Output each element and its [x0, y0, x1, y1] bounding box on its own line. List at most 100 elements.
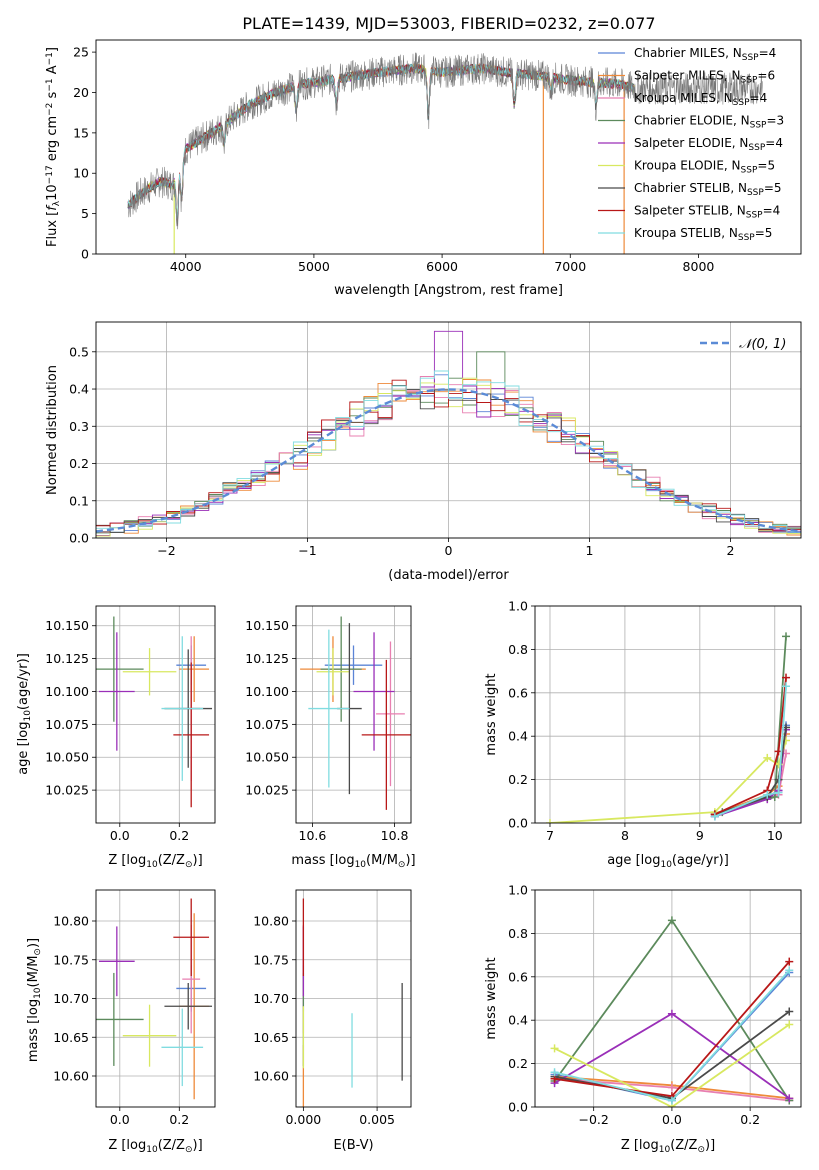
legend-label-part: SSP — [741, 165, 758, 175]
y-tick-label: 10.125 — [45, 651, 89, 666]
legend-label: Kroupa MILES, NSSP=4 — [634, 91, 767, 108]
y-tick-label: 10.025 — [245, 783, 289, 798]
legend-label-part: =4 — [759, 46, 777, 60]
x-tick-label: 1 — [586, 543, 594, 558]
legend-label-part: =4 — [765, 136, 783, 150]
y-axis-label-part: −1 — [45, 78, 55, 91]
y-axis-label-part: (age/yr)] — [16, 653, 31, 710]
spectrum-axes: 4000 5000 6000 7000 8000 0 5 10 15 20 25 wavelength… — [45, 39, 802, 298]
x-tick-label: 0.005 — [359, 1112, 395, 1127]
x-axis-label-part: )] — [705, 1138, 715, 1153]
legend-label: 𝒩(0, 1) — [739, 337, 786, 352]
x-axis-label-part: 10 — [146, 1145, 158, 1155]
weight-marker — [763, 790, 772, 799]
x-tick-label: 0.2 — [169, 1112, 189, 1127]
weight-marker — [667, 916, 676, 925]
x-axis-label-part: mass [log — [291, 853, 354, 868]
legend-label-part: SSP — [748, 143, 765, 153]
axes-frame — [534, 605, 802, 824]
x-axis-label-part: Z [log — [108, 1138, 146, 1153]
legend-label-part: SSP — [742, 53, 759, 63]
x-tick-label: 0.0 — [110, 828, 130, 843]
legend-label-part: =4 — [763, 204, 781, 218]
legend-label-part: =5 — [757, 159, 775, 173]
x-axis-label-part: )] — [193, 853, 203, 868]
legend-label-part: Chabrier MILES, N — [634, 46, 742, 60]
weight-marker — [550, 1068, 559, 1077]
weight_vs_age-plot-area — [545, 632, 791, 823]
weight_vs_Z-plot-area — [550, 916, 794, 1107]
legend-label-part: Salpeter MILES, N — [634, 69, 741, 83]
x-axis-label-part: ⊙ — [185, 1145, 193, 1155]
x-axis-label-part: (Z/Z — [158, 1138, 185, 1153]
weight-marker — [785, 1007, 794, 1016]
x-tick-label: 4000 — [170, 259, 202, 274]
legend-label-part: Chabrier STELIB, N — [634, 181, 747, 195]
age_vs_mass-axes: 10.6 10.8 10.025 10.050 10.075 10.100 10.125 10… — [245, 605, 416, 870]
axes-frame — [534, 889, 802, 1108]
legend-label-part: SSP — [738, 233, 755, 243]
axes-frame — [95, 39, 802, 255]
legend-label-part: SSP — [747, 188, 764, 198]
x-axis-label-part: ⊙ — [185, 860, 193, 870]
weight-marker — [785, 966, 794, 975]
y-tick-label: 0.4 — [69, 382, 89, 397]
x-tick-label: −1 — [298, 543, 316, 558]
y-axis-label-part: age [log — [16, 722, 31, 775]
legend-label-part: Kroupa STELIB, N — [634, 226, 738, 240]
legend-label: Chabrier ELODIE, NSSP=3 — [634, 114, 784, 131]
weight-marker — [785, 1020, 794, 1029]
residuals-plot-area — [96, 330, 801, 537]
x-tick-label: 6000 — [426, 259, 458, 274]
y-axis-label-part: −2 — [45, 103, 55, 116]
legend-label: Kroupa STELIB, NSSP=5 — [634, 226, 772, 243]
age_vs_Z-plot-area — [96, 616, 213, 808]
y-tick-label: 0.3 — [69, 419, 89, 434]
y-tick-label: 0.8 — [508, 926, 528, 941]
weight-line — [714, 686, 787, 818]
y-axis-label: mass weight — [484, 957, 499, 1039]
y-axis-label-part: )] — [26, 938, 41, 948]
y-tick-label: 0.2 — [69, 456, 89, 471]
y-tick-label: 10.075 — [245, 717, 289, 732]
weight-marker — [545, 819, 554, 823]
x-axis-label-part: (age/yr)] — [672, 853, 729, 868]
legend-label-part: Chabrier ELODIE, N — [634, 114, 750, 128]
x-axis-label: Z [log10(Z/Z⊙)] — [108, 853, 202, 870]
x-tick-label: 5000 — [298, 259, 330, 274]
y-axis-label: mass weight — [484, 673, 499, 755]
legend-label-part: =3 — [766, 114, 784, 128]
y-axis-label-part: λ — [52, 200, 62, 206]
x-axis-label-part: )] — [193, 1138, 203, 1153]
y-tick-label: 10.075 — [45, 717, 89, 732]
weight-marker — [550, 1044, 559, 1053]
y-tick-label: 0.2 — [508, 772, 528, 787]
histogram-step-line — [96, 330, 801, 536]
y-axis-label: Flux [fλ10−17 erg cm−2 s−1 A−1] — [45, 47, 62, 247]
y-tick-label: 10 — [73, 166, 89, 181]
y-tick-label: 0.4 — [508, 1013, 528, 1028]
y-axis-label-part: −17 — [45, 165, 55, 184]
y-axis-label-part: erg cm — [45, 116, 60, 165]
mass_vs_EBV-plot-area — [302, 898, 403, 1107]
y-axis-label-part: ] — [45, 47, 60, 52]
weight-marker — [785, 1094, 794, 1103]
x-axis-label-part: (Z/Z — [158, 853, 185, 868]
y-axis-label-part: mass [log — [26, 999, 41, 1062]
y-tick-label: 10.65 — [253, 1030, 289, 1045]
y-tick-label: 10.100 — [45, 684, 89, 699]
legend-label-part: =5 — [764, 181, 782, 195]
x-tick-label: 0.0 — [662, 1112, 682, 1127]
weight-marker — [667, 1083, 676, 1092]
y-axis-label-part: A — [45, 65, 60, 78]
legend-label: Kroupa ELODIE, NSSP=5 — [634, 159, 775, 176]
weight-line — [554, 1023, 790, 1107]
histogram-step-line — [96, 379, 801, 532]
y-axis-label-part: ⊙ — [33, 948, 43, 956]
x-axis-label: Z [log10(Z/Z⊙)] — [621, 1138, 715, 1155]
weight-marker — [782, 632, 791, 641]
x-tick-label: −0.2 — [578, 1112, 608, 1127]
weight-marker — [667, 1009, 676, 1018]
